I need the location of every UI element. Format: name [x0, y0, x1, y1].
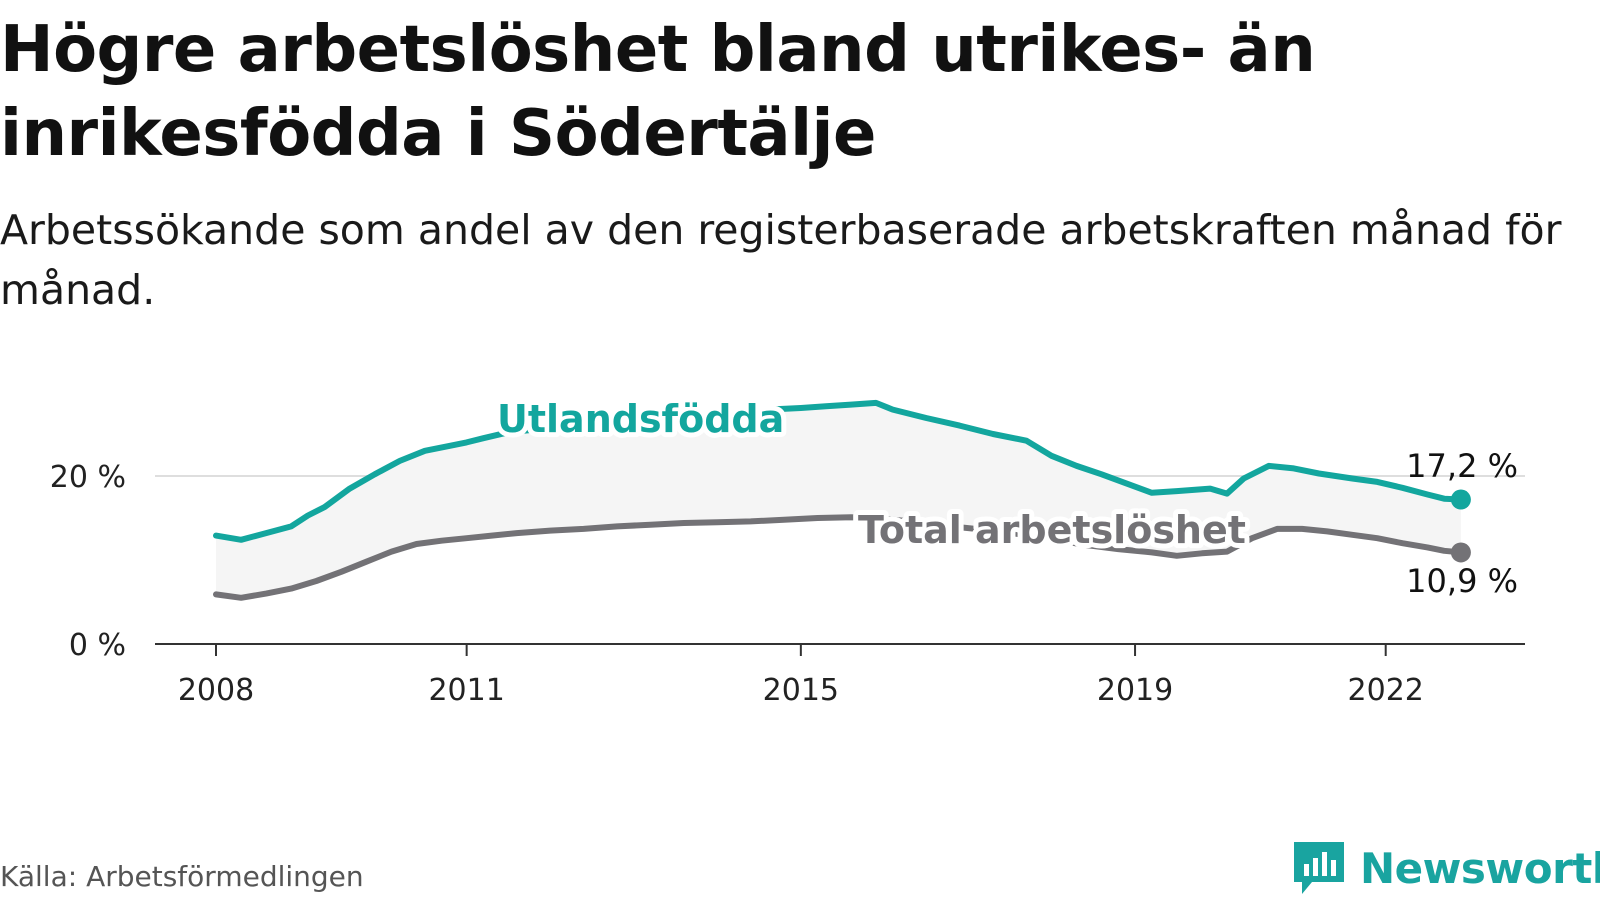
chart-subtitle: Arbetssökande som andel av den registerb…: [0, 206, 1562, 314]
source-note: Källa: Arbetsförmedlingen: [0, 860, 364, 893]
end-value-total: 10,9 %: [1406, 562, 1518, 600]
x-tick-label: 2015: [763, 673, 839, 708]
chart-title: Högre arbetslöshet bland utrikes- än inr…: [0, 13, 1316, 171]
brand-name: Newsworthy: [1360, 844, 1600, 893]
newsworthy-logo: Newsworthy: [1290, 838, 1600, 898]
end-value-utlandsfodda: 17,2 %: [1406, 447, 1518, 485]
series-line-total: [213, 514, 1464, 601]
series-label-utlandsfodda: Utlandsfödda: [497, 397, 784, 441]
line-chart: 0 % 20 % 2008 2011 2015 2019 2022 Utlandsfödd…: [49, 397, 1525, 708]
x-tick-label: 2022: [1348, 673, 1424, 708]
x-tick-label: 2008: [178, 673, 254, 708]
series-label-total: Total arbetslöshet: [858, 508, 1246, 552]
end-marker-utlandsfodda: [1450, 489, 1471, 510]
x-tick-label: 2019: [1097, 673, 1173, 708]
newsworthy-logo-icon: [1294, 842, 1344, 894]
y-tick-label: 20 %: [50, 460, 126, 495]
end-marker-total: [1450, 542, 1471, 563]
gap-band: [216, 402, 1461, 598]
series-line-utlandsfodda: [213, 399, 1464, 543]
x-tick-label: 2011: [428, 673, 504, 708]
y-tick-label: 0 %: [69, 628, 126, 663]
